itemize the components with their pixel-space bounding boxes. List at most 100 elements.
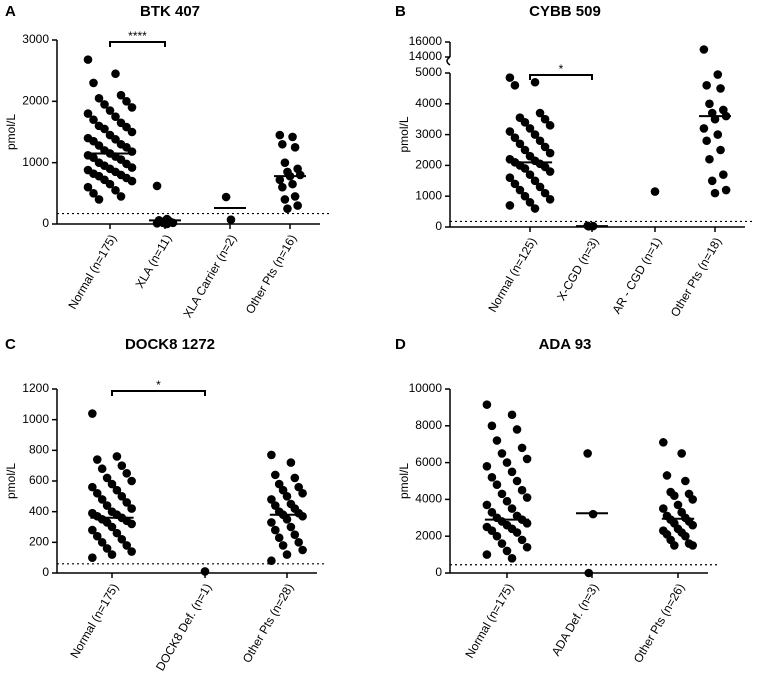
data-point xyxy=(507,467,517,477)
data-point xyxy=(530,77,540,87)
y-tick-label: 600 xyxy=(29,473,49,487)
data-point xyxy=(530,130,540,139)
data-point xyxy=(275,175,285,185)
y-tick-label: 1000 xyxy=(415,188,442,202)
data-point xyxy=(673,500,683,510)
data-point xyxy=(290,530,300,539)
data-point xyxy=(102,473,112,483)
data-point xyxy=(107,479,117,489)
data-point xyxy=(510,81,520,90)
data-point xyxy=(290,192,300,201)
data-point xyxy=(525,170,535,179)
data-point xyxy=(298,488,307,498)
data-point xyxy=(200,567,210,576)
data-point xyxy=(107,550,117,559)
y-axis-label: pmol/L xyxy=(397,463,411,499)
y-tick-label: 1000 xyxy=(22,155,49,169)
data-point xyxy=(713,130,723,139)
data-point xyxy=(298,545,307,555)
data-point xyxy=(505,73,515,82)
data-point xyxy=(662,471,672,480)
data-point xyxy=(298,511,307,521)
data-point xyxy=(512,476,522,486)
data-point xyxy=(100,124,109,134)
data-point xyxy=(688,541,697,550)
data-point xyxy=(83,55,93,64)
y-tick-label: 16000 xyxy=(409,34,443,48)
data-point xyxy=(117,534,127,544)
data-point xyxy=(540,114,550,124)
x-tick-label: XLA Carrier (n=2) xyxy=(180,232,239,320)
y-tick-label: 10000 xyxy=(409,381,443,395)
data-point xyxy=(492,436,502,445)
data-point xyxy=(271,470,280,480)
data-point xyxy=(282,492,292,501)
data-point xyxy=(112,452,122,461)
y-axis-label: pmol/L xyxy=(4,114,18,150)
panel-label: B xyxy=(395,3,406,20)
data-point xyxy=(278,485,288,495)
data-point xyxy=(280,158,290,167)
y-tick-label: 0 xyxy=(42,216,49,230)
data-point xyxy=(89,78,98,88)
data-point xyxy=(88,525,97,535)
data-point xyxy=(583,449,592,458)
data-point xyxy=(482,550,492,559)
data-point xyxy=(520,145,530,155)
data-point xyxy=(102,501,112,510)
y-tick-label: 0 xyxy=(435,219,442,233)
data-point xyxy=(89,189,98,198)
data-point xyxy=(278,182,287,192)
data-point xyxy=(111,185,120,195)
data-point xyxy=(97,464,107,474)
data-point xyxy=(487,421,497,431)
data-point xyxy=(535,136,545,146)
data-point xyxy=(497,449,507,458)
x-tick-label: DOCK8 Def. (n=1) xyxy=(153,581,214,673)
data-point xyxy=(267,450,276,460)
y-tick-label: 1200 xyxy=(22,381,49,395)
data-point xyxy=(275,130,285,140)
data-point xyxy=(681,531,690,541)
y-tick-label: 0 xyxy=(42,565,49,579)
y-tick-label: 800 xyxy=(29,443,49,457)
data-point xyxy=(92,455,102,464)
data-point xyxy=(88,553,97,562)
data-point xyxy=(707,176,717,186)
data-point xyxy=(502,496,512,506)
data-point xyxy=(522,493,532,502)
significance-label: **** xyxy=(128,29,147,43)
x-tick-label: Other Pts (n=16) xyxy=(243,232,300,316)
significance-label: * xyxy=(559,62,564,76)
data-point xyxy=(522,454,532,464)
data-point xyxy=(520,164,530,173)
data-point xyxy=(584,568,594,578)
axis-break xyxy=(446,56,451,66)
y-tick-label: 6000 xyxy=(415,455,442,469)
y-tick-label: 1000 xyxy=(22,412,49,426)
data-point xyxy=(545,121,555,130)
y-tick-label: 8000 xyxy=(415,418,442,432)
data-point xyxy=(105,179,115,189)
data-point xyxy=(515,139,525,149)
data-point xyxy=(267,518,276,527)
data-point xyxy=(127,519,136,529)
data-point xyxy=(710,188,720,198)
data-point xyxy=(507,410,517,420)
data-point xyxy=(111,69,120,79)
data-point xyxy=(127,147,137,156)
data-point xyxy=(122,97,131,106)
data-point xyxy=(507,553,517,563)
data-point xyxy=(294,482,304,492)
data-point xyxy=(127,547,136,556)
data-point xyxy=(482,400,492,409)
y-tick-label: 3000 xyxy=(415,127,442,141)
data-point xyxy=(522,519,532,528)
data-point xyxy=(540,142,550,152)
data-point xyxy=(650,187,660,196)
data-point xyxy=(152,181,162,191)
x-tick-label: Other Pts (n=26) xyxy=(631,581,688,665)
data-point xyxy=(127,476,136,486)
panel-label: C xyxy=(5,336,16,353)
